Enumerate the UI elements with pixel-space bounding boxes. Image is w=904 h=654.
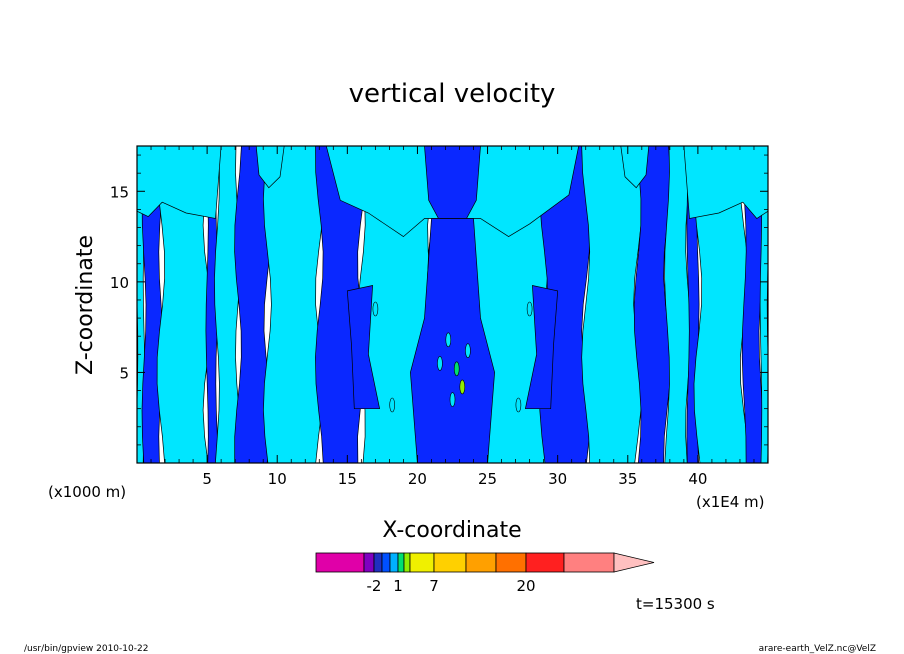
colorbar-swatch <box>465 552 497 573</box>
x-tick-label: 30 <box>548 470 567 488</box>
y-tick-label: 5 <box>119 364 129 382</box>
field-cell <box>526 301 533 317</box>
colorbar-swatch <box>389 552 399 573</box>
x-tick-label: 15 <box>338 470 357 488</box>
x-tick-label: 5 <box>202 470 212 488</box>
field-cell <box>465 343 471 359</box>
y-tick-label: 15 <box>110 183 129 201</box>
x-axis-label: X-coordinate <box>382 518 521 543</box>
x-tick-label: 40 <box>688 470 707 488</box>
field-column-positive <box>693 146 749 463</box>
colorbar-swatch <box>315 552 365 573</box>
y-axis-label: Z-coordinate <box>73 235 98 375</box>
plot-area <box>137 146 768 463</box>
y-tick-label: 10 <box>110 274 129 292</box>
colorbar-swatch <box>495 552 527 573</box>
field-column-positive <box>759 146 768 463</box>
field-column-positive <box>664 146 691 463</box>
x-tick-label: 35 <box>618 470 637 488</box>
x-unit-left-label: (x1000 m) <box>48 483 126 501</box>
x-tick-label: 20 <box>408 470 427 488</box>
field-cell <box>459 379 466 395</box>
colorbar-swatch <box>363 552 375 573</box>
chart-title: vertical velocity <box>349 79 556 109</box>
field-region-negative <box>424 146 481 219</box>
field-region-positive <box>683 146 768 219</box>
x-unit-right-label: (x1E4 m) <box>696 493 765 511</box>
field-region-negative <box>524 285 559 410</box>
colorbar-swatch <box>563 552 615 573</box>
colorbar-tick-label: 7 <box>429 577 439 595</box>
x-tick-label: 25 <box>478 470 497 488</box>
colorbar-swatch <box>403 552 411 573</box>
field-region-positive <box>255 146 285 189</box>
field-region-negative <box>346 285 381 410</box>
colorbar-tick-label: 20 <box>516 577 535 595</box>
field-region-positive <box>137 146 222 219</box>
field-region-positive <box>620 146 650 189</box>
plot-frame <box>136 145 769 464</box>
colorbar-extend-arrow <box>613 552 655 573</box>
colorbar-swatch <box>397 552 405 573</box>
field-cell <box>445 332 452 348</box>
colorbar-swatch <box>409 552 435 573</box>
field-cell <box>437 356 443 371</box>
field-column-positive <box>156 146 212 463</box>
colorbar-swatch <box>433 552 467 573</box>
colorbar <box>315 552 655 573</box>
colorbar-swatch <box>373 552 383 573</box>
colorbar-tick-label: -2 <box>367 577 382 595</box>
time-label: t=15300 s <box>636 595 715 613</box>
field-column-positive <box>263 146 324 463</box>
footer-right: arare-earth_VelZ.nc@VelZ <box>759 644 876 654</box>
field-cell <box>453 361 460 377</box>
footer-left: /usr/bin/gpview 2010-10-22 <box>24 644 148 654</box>
colorbar-swatch <box>525 552 565 573</box>
colorbar-tick-label: 1 <box>393 577 403 595</box>
field-cell <box>372 301 379 317</box>
field-column-positive <box>581 146 642 463</box>
field-cell <box>389 397 396 413</box>
field-cell <box>449 392 456 407</box>
field-region-negative <box>410 218 495 463</box>
colorbar-swatch <box>381 552 391 573</box>
x-tick-label: 10 <box>268 470 287 488</box>
field-cell <box>515 397 522 413</box>
